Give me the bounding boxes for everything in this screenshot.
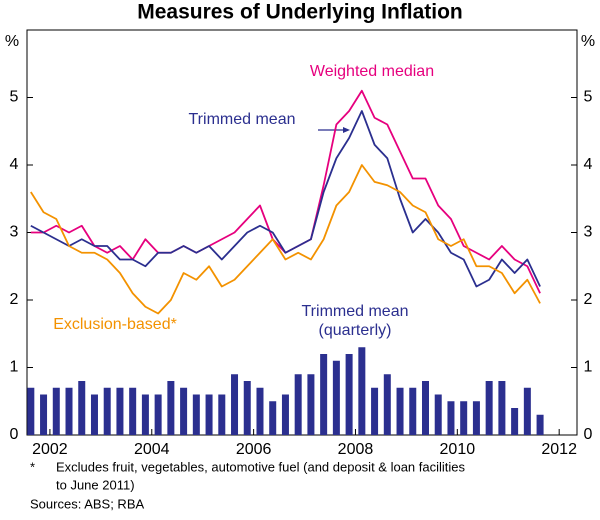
x-tick-label: 2008 bbox=[338, 441, 374, 458]
x-tick-label: 2006 bbox=[236, 441, 272, 458]
y-tick-label: 5 bbox=[10, 89, 19, 106]
x-tick-label: 2004 bbox=[134, 441, 170, 458]
note: Excludes fruit, vegetables, automotive f… bbox=[56, 459, 466, 474]
bar bbox=[460, 401, 468, 435]
label-trimmed-mean: Trimmed mean bbox=[189, 111, 296, 128]
bar bbox=[90, 394, 98, 435]
bar bbox=[307, 374, 315, 435]
bar bbox=[294, 374, 302, 435]
bar bbox=[332, 360, 340, 435]
bar bbox=[154, 394, 162, 435]
bar bbox=[192, 394, 200, 435]
bar bbox=[396, 387, 404, 435]
bar bbox=[52, 387, 60, 435]
bar bbox=[243, 381, 251, 435]
y-tick-label: 0 bbox=[10, 426, 19, 443]
note-star: * bbox=[30, 459, 35, 474]
bar bbox=[472, 401, 480, 435]
y2-tick-label: 2 bbox=[584, 291, 593, 308]
bar bbox=[371, 387, 379, 435]
bar bbox=[345, 354, 353, 435]
bar bbox=[180, 387, 188, 435]
label-weighted-median: Weighted median bbox=[310, 63, 434, 80]
bar bbox=[40, 394, 48, 435]
chart-title: Measures of Underlying Inflation bbox=[137, 1, 463, 24]
bar bbox=[231, 374, 239, 435]
bar bbox=[116, 387, 124, 435]
bar bbox=[205, 394, 213, 435]
label-exclusion: Exclusion-based* bbox=[53, 316, 177, 333]
bar bbox=[167, 381, 175, 435]
label-bars-sub: (quarterly) bbox=[319, 322, 392, 339]
y2-unit: % bbox=[581, 33, 595, 50]
bar bbox=[383, 374, 391, 435]
bar bbox=[103, 387, 111, 435]
bar bbox=[434, 394, 442, 435]
y-tick-label: 4 bbox=[10, 156, 19, 173]
bar bbox=[27, 387, 35, 435]
arrow-head bbox=[343, 127, 350, 133]
bar bbox=[65, 387, 73, 435]
plot-frame bbox=[26, 29, 578, 436]
bar bbox=[78, 381, 86, 435]
bar bbox=[498, 381, 506, 435]
y-tick-label: 2 bbox=[10, 291, 19, 308]
x-tick-label: 2012 bbox=[541, 441, 577, 458]
bar bbox=[511, 408, 519, 435]
note: to June 2011) bbox=[56, 477, 135, 492]
y2-tick-label: 5 bbox=[584, 89, 593, 106]
bar bbox=[129, 387, 137, 435]
bar bbox=[409, 387, 417, 435]
y2-tick-label: 1 bbox=[584, 359, 593, 376]
x-tick-label: 2002 bbox=[32, 441, 68, 458]
bar bbox=[269, 401, 277, 435]
bar bbox=[358, 347, 366, 435]
y2-tick-label: 0 bbox=[584, 426, 593, 443]
bar bbox=[256, 387, 264, 435]
y2-tick-label: 3 bbox=[584, 224, 593, 241]
bar bbox=[447, 401, 455, 435]
bar bbox=[421, 381, 429, 435]
x-tick-label: 2010 bbox=[440, 441, 476, 458]
y2-tick-label: 4 bbox=[584, 156, 593, 173]
bar bbox=[281, 394, 289, 435]
bar bbox=[320, 354, 328, 435]
line bbox=[30, 164, 541, 315]
y-tick-label: 1 bbox=[10, 359, 19, 376]
bar bbox=[218, 394, 226, 435]
label-bars: Trimmed mean bbox=[302, 303, 409, 320]
bar bbox=[536, 414, 544, 435]
sources: Sources: ABS; RBA bbox=[30, 496, 144, 511]
bar bbox=[485, 381, 493, 435]
y-unit: % bbox=[5, 33, 19, 50]
line bbox=[30, 110, 541, 288]
y-tick-label: 3 bbox=[10, 224, 19, 241]
bar bbox=[523, 387, 531, 435]
bar bbox=[141, 394, 149, 435]
